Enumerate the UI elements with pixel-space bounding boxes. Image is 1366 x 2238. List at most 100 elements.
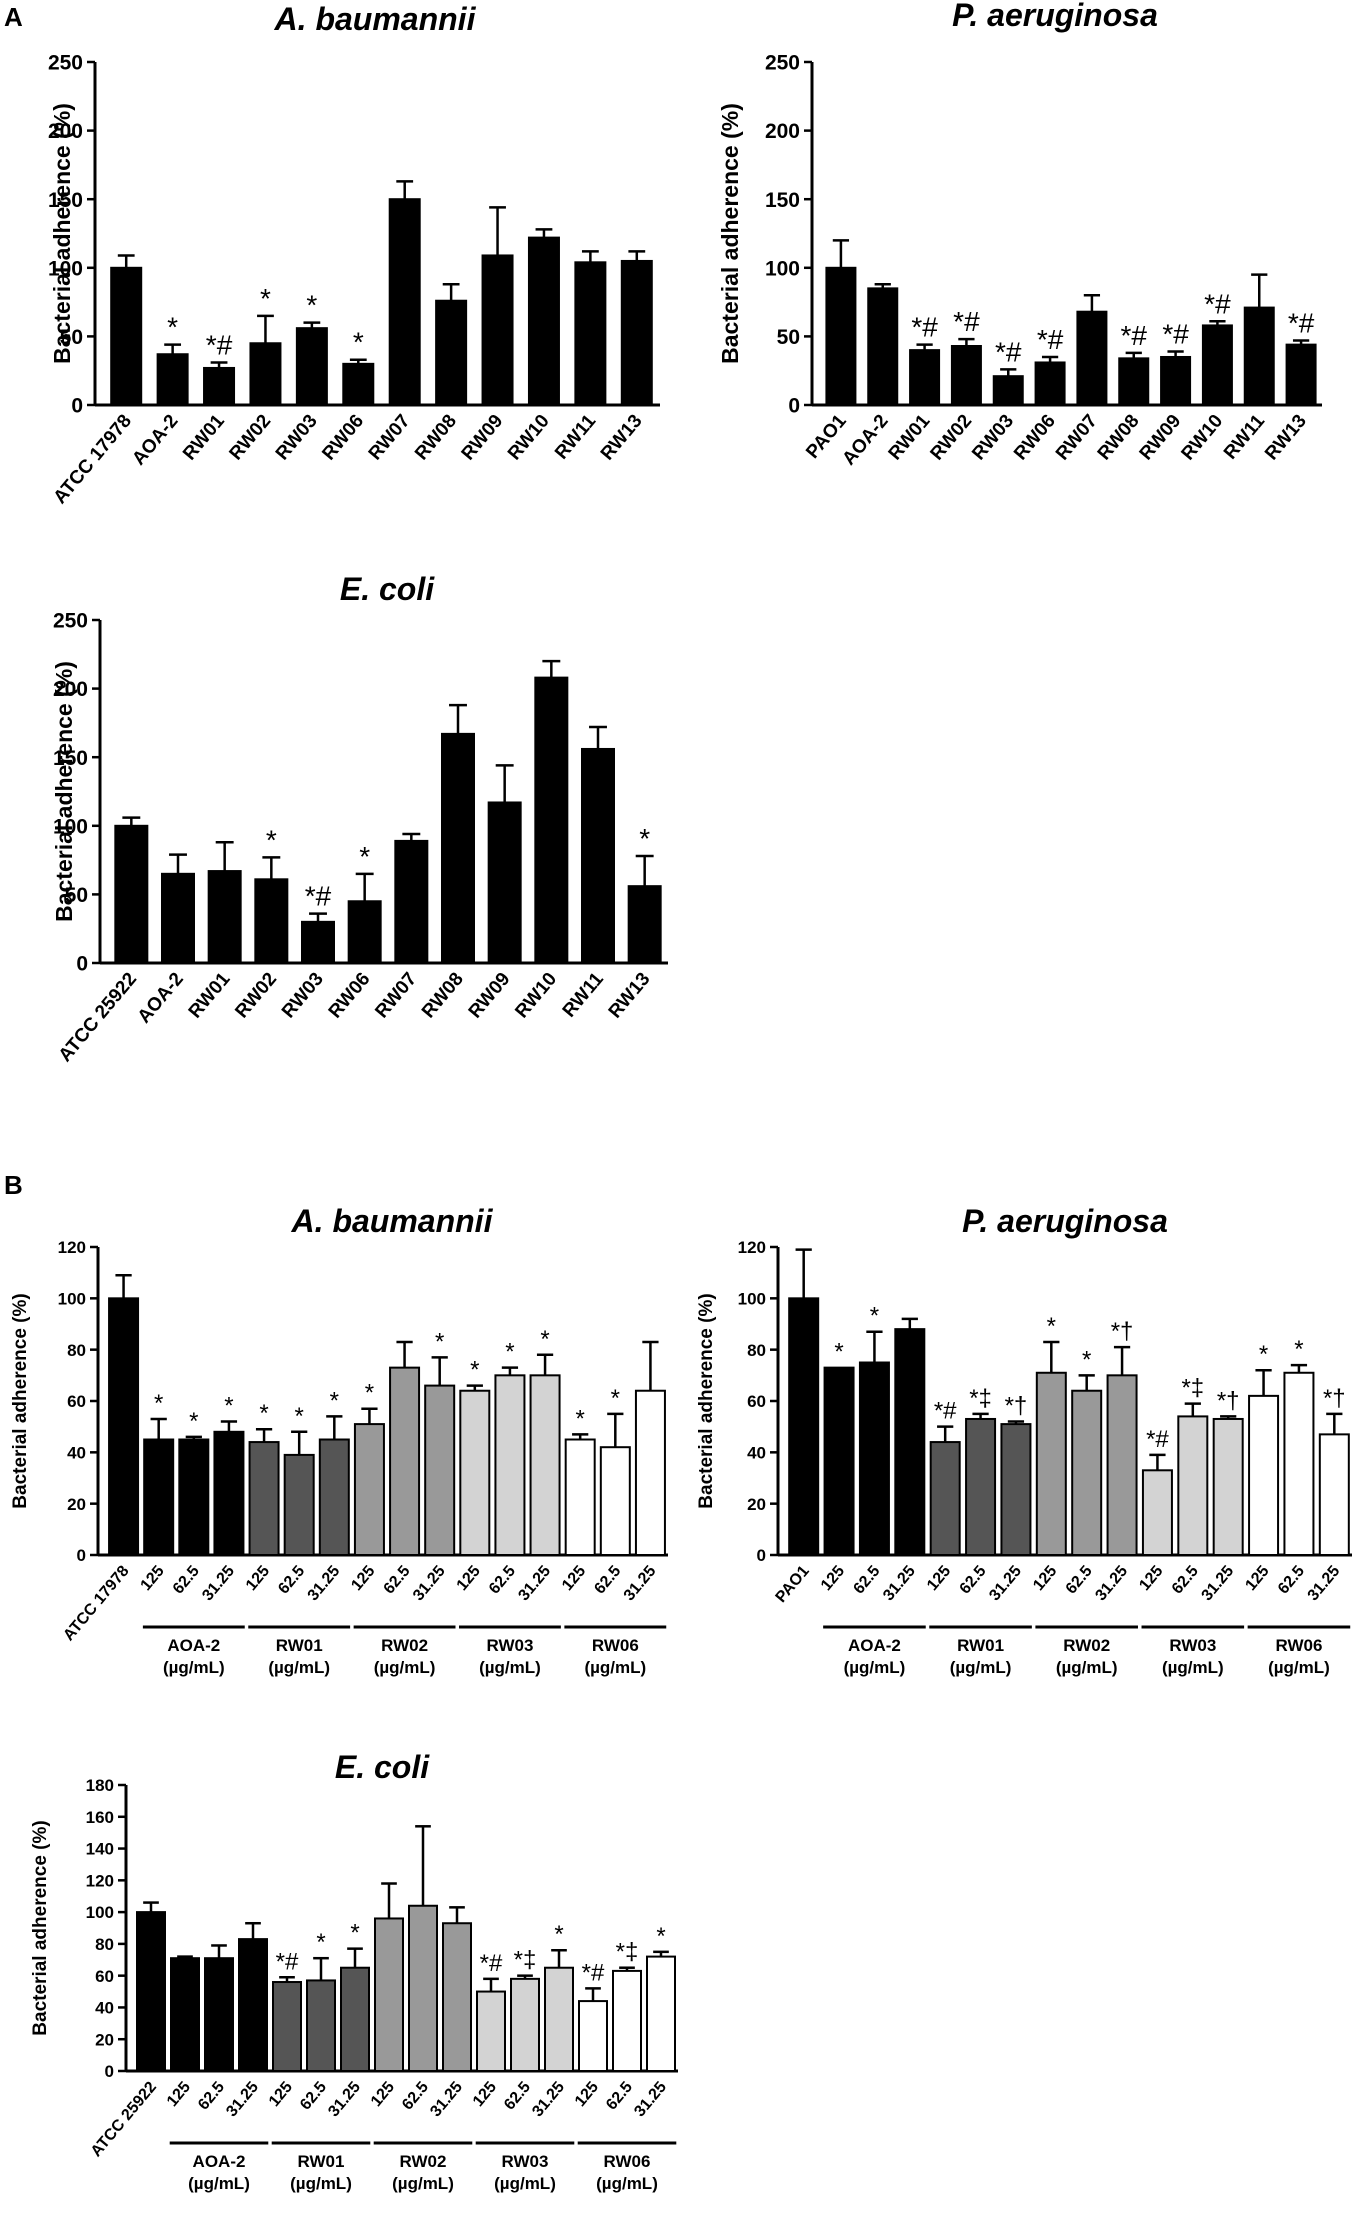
chart1-bar [527,236,560,406]
chart3-ylabel: Bacterial adherence (%) [51,661,77,922]
chart6-category-label: 125 [164,2079,194,2110]
chart4-category-label: 62.5 [275,1563,308,1598]
chart6-group-unit: (µg/mL) [596,2174,658,2193]
chart6-title: E. coli [335,1749,430,1785]
chart6-ytick-label: 0 [105,2062,114,2081]
chart2-significance-label: *# [953,306,980,337]
chart4-significance-label: * [365,1380,374,1407]
chart5-ytick-label: 80 [747,1341,766,1360]
chart4-group-label: RW03 [486,1636,533,1655]
chart1-significance-label: * [306,290,317,321]
chart6-ytick-label: 120 [86,1871,114,1890]
chart1-category-label: RW03 [272,411,322,465]
chart2-ytick-label: 200 [765,120,800,143]
chart4-category-label: 62.5 [170,1563,203,1598]
chart2-bar [1160,355,1192,407]
chart1-bar [388,198,421,406]
chart5-category-label: 31.25 [986,1563,1025,1605]
chart4-bar [599,1446,631,1556]
chart3-ytick-label: 150 [53,747,88,770]
chart5-bar [929,1441,961,1556]
chart3-category-label: ATCC 25922 [55,969,141,1066]
chart4-category-label: 125 [559,1563,589,1594]
chart4-group-unit: (µg/mL) [268,1658,330,1677]
chart1-significance-label: * [260,283,271,314]
chart4-significance-label: * [611,1385,620,1412]
chart6-category-label: ATCC 25922 [88,2079,160,2161]
chart1-category-label: AOA-2 [128,411,182,470]
chart5-category-label: 62.5 [1063,1563,1096,1598]
chart3-category-label: RW13 [605,969,655,1023]
chart2-significance-label: *# [1288,308,1315,339]
chart5-ytick-label: 40 [747,1443,766,1462]
chart5-bar [894,1328,926,1556]
panel-label-b: B [4,1170,23,1200]
chart2-ytick-label: 100 [765,257,800,280]
chart4-ytick-label: 40 [67,1443,86,1462]
chart6-bar [238,1938,268,2072]
chart5-group-unit: (µg/mL) [844,1658,906,1677]
chart5-bar [1071,1389,1103,1556]
chart1-significance-label: * [167,312,178,343]
chart3-bar [254,878,289,964]
chart1-category-label: RW09 [458,411,508,465]
chart4-ytick-label: 20 [67,1495,86,1514]
chart3-significance-label: *# [305,881,332,912]
chart2-bar [950,345,982,406]
chart4-significance-label: * [576,1405,585,1432]
chart6-significance-label: * [656,1923,665,1950]
chart4-group-unit: (µg/mL) [163,1658,225,1677]
chart2-significance-label: *# [1037,324,1064,355]
chart2-ytick-label: 0 [788,395,800,418]
chart1-category-label: RW10 [504,411,554,465]
chart4-significance-label: * [224,1393,233,1420]
chart1-category-label: RW13 [597,411,647,465]
chart2-category-label: RW08 [1094,411,1144,465]
chart6-significance-label: *‡ [616,1939,639,1966]
chart4-category-label: 62.5 [591,1563,624,1598]
chart5-category-label: 31.25 [1092,1563,1131,1605]
chart6-category-label: 125 [470,2079,500,2110]
chart1-title: A. baumannii [274,1,477,37]
chart2-significance-label: *# [1162,318,1189,349]
chart5-significance-label: * [1294,1336,1303,1363]
chart3-category-label: RW03 [278,969,328,1023]
chart4-category-label: 62.5 [381,1563,414,1598]
chart6-group-label: RW01 [298,2152,345,2171]
chart3-category-label: RW06 [325,969,375,1023]
chart5-group-unit: (µg/mL) [1268,1658,1330,1677]
chart6-category-label: 31.25 [325,2079,364,2121]
chart4-group-unit: (µg/mL) [374,1658,436,1677]
chart6-significance-label: *# [582,1959,605,1986]
chart2-bar [825,266,857,406]
chart5-category-label: 125 [1136,1563,1166,1594]
chart1-significance-label: *# [206,329,233,360]
chart5-group-label: RW01 [957,1636,1004,1655]
chart5-category-label: 62.5 [957,1563,990,1598]
chart5-bar [1212,1417,1244,1557]
chart1-bar [203,366,236,406]
chart6-bar [170,1957,200,2072]
chart6-bar [442,1922,472,2072]
chart3-ytick-label: 250 [53,610,88,633]
chart3-category-label: RW09 [465,969,515,1023]
chart1-category-label: RW08 [411,411,461,465]
chart3-ytick-label: 200 [53,678,88,701]
chart6-significance-label: *# [276,1948,299,1975]
chart4-bar [424,1384,456,1556]
chart4-bar [178,1438,210,1556]
chart2-bar [1285,343,1317,406]
chart5-bar [1106,1374,1138,1557]
chart1-bar [110,266,143,406]
chart4-group-unit: (µg/mL) [584,1658,646,1677]
chart1-category-label: ATCC 17978 [50,411,136,508]
chart3-ytick-label: 50 [65,884,88,907]
chart5-bar [1283,1371,1315,1557]
chart4-group-label: RW06 [592,1636,639,1655]
chart5-category-label: 62.5 [1275,1563,1308,1598]
chart3-title: E. coli [340,571,435,607]
chart6-ytick-label: 40 [95,1999,114,2018]
chart2-category-label: RW11 [1220,410,1269,463]
chart4-bar [459,1389,491,1556]
chart5-significance-label: * [1082,1346,1091,1373]
